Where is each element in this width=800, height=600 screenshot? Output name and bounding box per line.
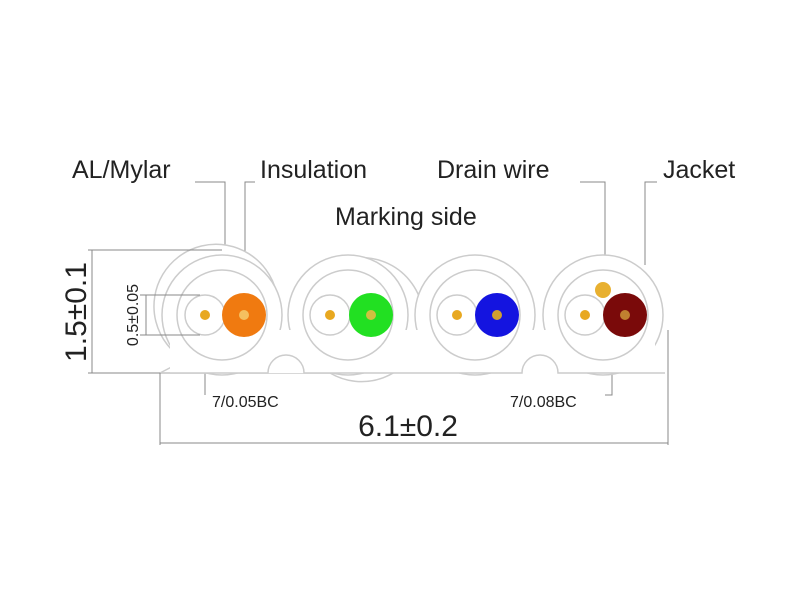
dimension-lines <box>88 249 668 444</box>
marking-side-label: Marking side <box>335 203 477 231</box>
gap-dimension: 0.5±0.05 <box>125 284 142 346</box>
callout-label: Drain wire <box>437 156 550 184</box>
width-dimension: 6.1±0.2 <box>358 410 458 443</box>
callout-label: AL/Mylar <box>72 156 171 184</box>
callout-label: Jacket <box>663 156 735 184</box>
callout-label: Insulation <box>260 156 367 184</box>
pairs <box>176 269 649 361</box>
conductor-spec: 7/0.08BC <box>510 394 577 411</box>
thickness-dimension: 1.5±0.1 <box>60 262 93 362</box>
conductor-spec: 7/0.05BC <box>212 394 279 411</box>
